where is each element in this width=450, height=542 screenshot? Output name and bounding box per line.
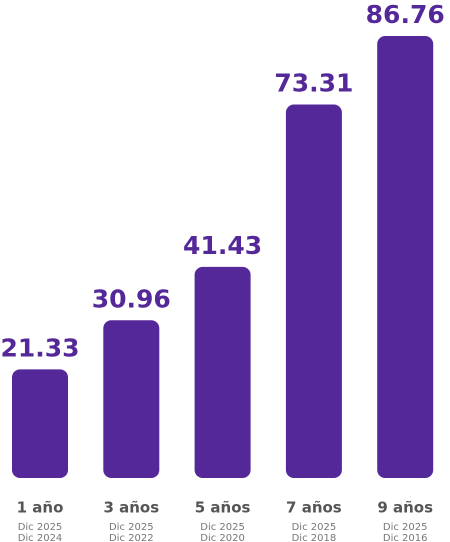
category-label: 3 años <box>103 499 159 517</box>
period-label: Dic 2025 <box>292 522 337 533</box>
period-label: Dic 2016 <box>383 533 428 542</box>
period-label: Dic 2020 <box>200 533 245 542</box>
period-label: Dic 2025 <box>383 522 428 533</box>
period-label: Dic 2025 <box>18 522 63 533</box>
period-label: Dic 2022 <box>109 533 154 542</box>
value-label: 30.96 <box>92 284 171 313</box>
value-label: 21.33 <box>0 333 79 362</box>
category-label: 1 año <box>17 499 64 517</box>
bar <box>377 36 434 478</box>
bar <box>285 104 342 478</box>
bar <box>103 320 160 478</box>
value-label: 73.31 <box>274 69 353 98</box>
bar <box>194 266 251 478</box>
period-label: Dic 2018 <box>292 533 337 542</box>
category-label: 9 años <box>377 499 433 517</box>
value-label: 41.43 <box>183 231 262 260</box>
value-label: 86.76 <box>366 0 445 29</box>
period-label: Dic 2024 <box>18 533 63 542</box>
period-label: Dic 2025 <box>200 522 245 533</box>
period-label: Dic 2025 <box>109 522 154 533</box>
category-label: 5 años <box>195 499 251 517</box>
category-label: 7 años <box>286 499 342 517</box>
bar <box>12 369 68 478</box>
